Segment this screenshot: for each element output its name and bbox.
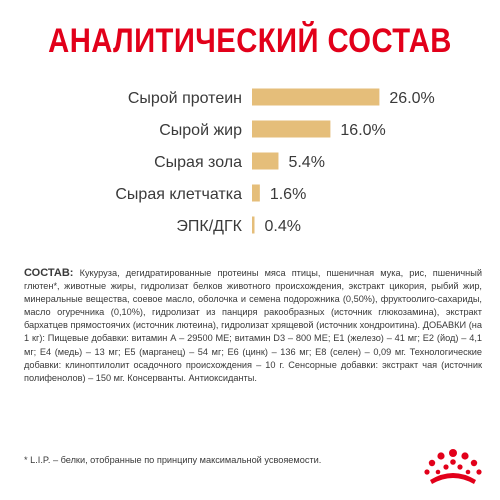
bar bbox=[252, 152, 279, 170]
footnote: * L.I.P. – белки, отобранные по принципу… bbox=[24, 455, 322, 465]
category-label: Сырой жир bbox=[159, 122, 242, 139]
value-label: 16.0% bbox=[340, 122, 385, 139]
value-label: 1.6% bbox=[270, 186, 306, 203]
category-label: Сырая зола bbox=[154, 154, 242, 171]
category-label: ЭПК/ДГК bbox=[176, 218, 242, 235]
value-label: 0.4% bbox=[265, 218, 301, 235]
composition-text: Кукуруза, дегидратированные протеины мяс… bbox=[24, 268, 482, 383]
page-title: АНАЛИТИЧЕСКИЙ СОСТАВ bbox=[48, 22, 452, 60]
value-label: 26.0% bbox=[389, 90, 434, 107]
bar bbox=[252, 88, 380, 106]
composition-block: СОСТАВ: Кукуруза, дегидратированные прот… bbox=[24, 267, 482, 385]
category-label: Сырой протеин bbox=[128, 90, 242, 107]
composition-label: СОСТАВ: bbox=[24, 267, 74, 279]
category-label: Сырая клетчатка bbox=[115, 186, 242, 203]
bar bbox=[252, 184, 260, 202]
analytical-composition-chart: Сырой протеин 26.0% Сырой жир 16.0% Сырая зо… bbox=[115, 88, 435, 235]
value-label: 5.4% bbox=[288, 154, 324, 171]
royal-canin-crown-logo bbox=[424, 449, 482, 484]
bar bbox=[252, 120, 331, 138]
bar bbox=[252, 216, 255, 234]
